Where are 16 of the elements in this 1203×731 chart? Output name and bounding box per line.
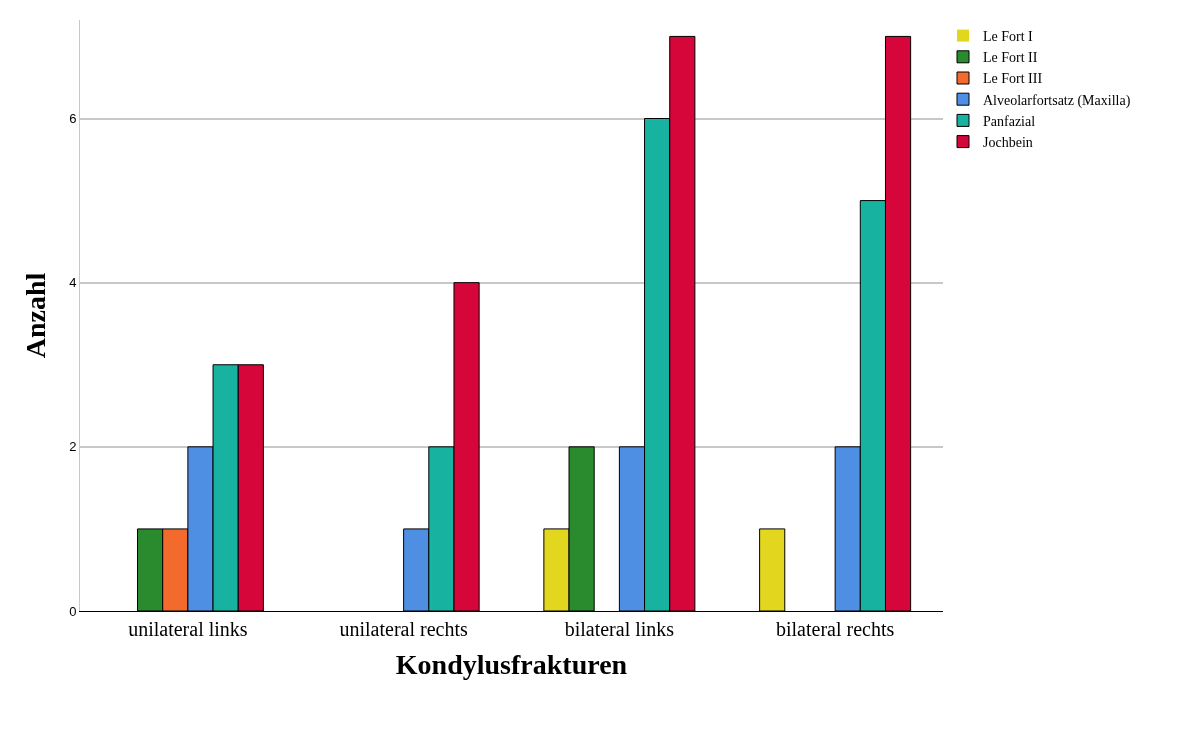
y-tick-label: 2 <box>69 439 77 455</box>
legend-label: Panfazial <box>983 113 1036 129</box>
y-axis-title: Anzahl <box>19 272 51 359</box>
y-tick-label: 0 <box>69 603 77 619</box>
y-tick-label: 6 <box>69 111 77 127</box>
x-tick-label: bilateral links <box>564 618 675 640</box>
legend-label: Jochbein <box>983 135 1033 151</box>
legend-label: Le Fort II <box>983 50 1038 66</box>
x-tick-label: unilateral rechts <box>339 618 468 640</box>
x-tick-label: unilateral links <box>128 618 248 640</box>
x-tick-label: bilateral rechts <box>775 618 895 640</box>
legend-label: Le Fort I <box>983 29 1034 45</box>
y-tick-label: 4 <box>69 275 77 291</box>
legend-label: Le Fort III <box>983 71 1043 87</box>
legend-label: Alveolarfortsatz (Maxilla) <box>983 92 1131 109</box>
x-axis-title: Kondylusfrakturen <box>395 649 628 681</box>
